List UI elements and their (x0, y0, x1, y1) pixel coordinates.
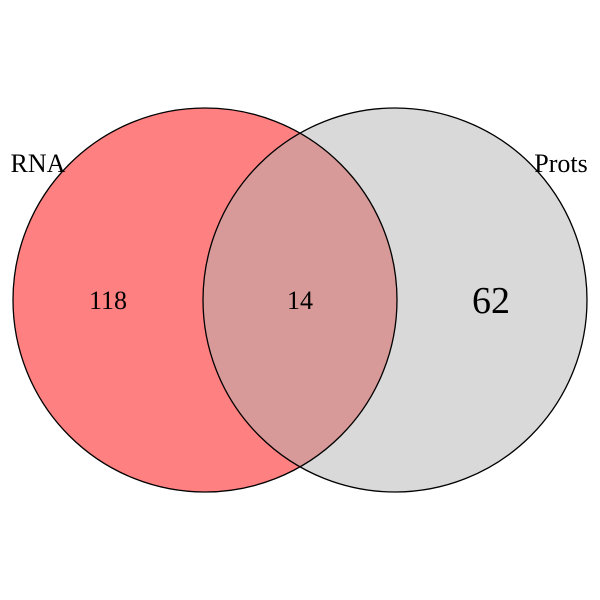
intersection-region (203, 108, 397, 492)
set-outline-rna (12, 107, 398, 493)
set-label-prots: Prots (534, 149, 587, 178)
set-label-rna: RNA (11, 149, 66, 178)
count-only-rna: 118 (89, 286, 127, 315)
count-only-prots: 62 (472, 280, 510, 322)
count-intersection: 14 (287, 286, 313, 315)
set-outline-prots (202, 107, 588, 493)
